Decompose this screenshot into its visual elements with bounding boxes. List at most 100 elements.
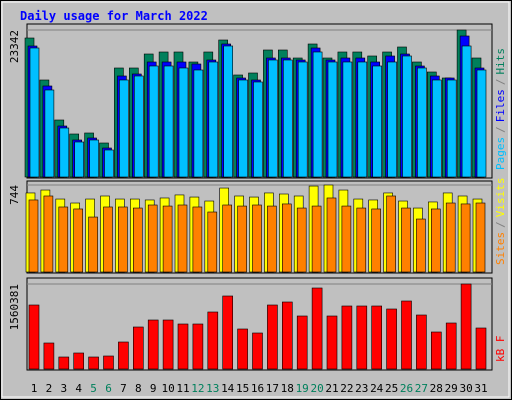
bar: [89, 139, 99, 178]
bar: [357, 61, 368, 178]
bar: [207, 211, 218, 273]
x-tick-label: 7: [120, 382, 127, 395]
bar: [296, 315, 308, 370]
bar: [430, 331, 442, 370]
legend-entry: Visits: [494, 178, 507, 218]
x-tick-label: 5: [90, 382, 97, 395]
bar: [237, 205, 247, 273]
x-tick-label: 17: [266, 382, 279, 395]
bar: [476, 69, 487, 178]
bar: [416, 314, 427, 370]
y-tick-label: 1560381: [8, 284, 21, 330]
bar: [268, 59, 278, 178]
bar: [341, 305, 353, 370]
x-tick-label: 3: [60, 382, 67, 395]
bar: [118, 206, 128, 273]
legend: kB F: [494, 336, 507, 363]
x-tick-label: 4: [75, 382, 82, 395]
bar: [311, 205, 322, 273]
x-tick-label: 13: [206, 382, 219, 395]
y-tick-label: 23342: [8, 30, 21, 63]
bar: [267, 304, 278, 370]
x-tick-label: 21: [325, 382, 338, 395]
legend-entry: Sites: [494, 232, 507, 265]
bar: [281, 203, 292, 273]
bar: [282, 59, 293, 178]
bar: [460, 283, 472, 370]
bar: [401, 207, 411, 273]
bar: [475, 327, 487, 370]
y-tick-label: 744: [8, 185, 21, 205]
bar: [28, 304, 40, 370]
x-tick-label: 6: [105, 382, 112, 395]
x-tick-label: 1: [31, 382, 38, 395]
bar: [147, 204, 158, 273]
bar: [178, 67, 189, 178]
bar: [342, 61, 353, 178]
bevel: [1, 1, 510, 398]
legend: Pages / Files / Hits: [494, 48, 507, 170]
bar: [461, 45, 472, 178]
legend-entry: Pages: [494, 137, 507, 170]
bar: [281, 301, 293, 370]
bar: [371, 208, 382, 273]
bar: [162, 319, 174, 370]
bar: [386, 195, 396, 273]
x-tick-label: 27: [415, 382, 428, 395]
x-tick-label: 2: [46, 382, 53, 395]
x-tick-label: 9: [150, 382, 157, 395]
x-tick-label: 31: [474, 382, 487, 395]
bar: [58, 356, 70, 370]
bar: [73, 208, 83, 273]
bar: [311, 287, 323, 370]
bar: [386, 308, 397, 370]
bar: [267, 205, 277, 273]
bar: [29, 47, 40, 178]
bar: [445, 322, 457, 370]
bar: [475, 202, 486, 273]
x-tick-label: 26: [400, 382, 413, 395]
bar: [417, 67, 427, 178]
bar: [445, 202, 456, 273]
bar: [252, 332, 263, 370]
x-tick-label: 11: [176, 382, 189, 395]
bar: [59, 127, 70, 178]
x-tick-label: 30: [459, 382, 472, 395]
legend-separator: /: [494, 126, 507, 133]
x-tick-label: 28: [430, 382, 443, 395]
bar: [118, 341, 129, 370]
x-tick-label: 12: [191, 382, 204, 395]
bar: [431, 79, 442, 178]
x-tick-label: 29: [445, 382, 458, 395]
bar: [43, 195, 54, 273]
bar: [134, 75, 144, 178]
legend-entry: kB F: [494, 336, 507, 363]
bar: [401, 300, 412, 370]
bar: [208, 61, 219, 178]
bar: [162, 205, 173, 273]
bar: [177, 204, 188, 273]
bar: [372, 65, 383, 178]
bar: [192, 323, 204, 370]
bar: [43, 342, 55, 370]
x-tick-label: 10: [161, 382, 174, 395]
bar: [103, 206, 113, 273]
bar: [416, 218, 426, 273]
x-tick-label: 25: [385, 382, 398, 395]
bar: [148, 65, 159, 178]
x-tick-label: 23: [355, 382, 368, 395]
bar: [238, 79, 248, 178]
bar: [58, 206, 69, 273]
bar: [222, 295, 233, 370]
bar: [253, 81, 263, 178]
bar: [222, 204, 232, 273]
bar: [312, 51, 323, 178]
bar: [356, 207, 367, 273]
bar: [446, 79, 457, 178]
bar: [327, 61, 338, 178]
bar: [177, 323, 189, 370]
legend-separator: /: [494, 221, 507, 228]
legend-separator: /: [494, 79, 507, 86]
x-tick-label: 19: [296, 382, 309, 395]
